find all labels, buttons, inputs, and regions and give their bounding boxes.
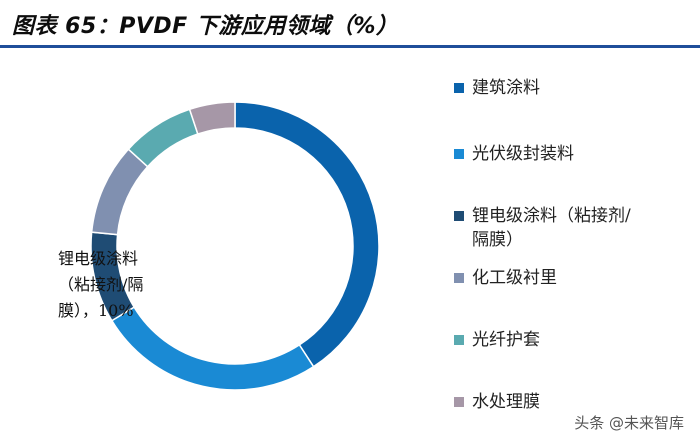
legend-label: 建筑涂料: [472, 78, 540, 98]
legend-swatch: [454, 83, 464, 93]
slice-data-label-line: （粘接剂/隔: [58, 275, 144, 294]
slice-water-membrane: [188, 101, 236, 135]
slice-data-label-line: 膜），10%: [58, 301, 134, 320]
legend-label: 光纤护套: [472, 330, 540, 350]
legend-swatch: [454, 335, 464, 345]
legend-label: 锂电级涂料（粘接剂/隔膜）: [472, 206, 631, 250]
chart-title: 图表 65：PVDF 下游应用领域（%）: [12, 14, 399, 39]
legend-swatch: [454, 211, 464, 221]
legend-label: 化工级衬里: [472, 268, 557, 288]
legend-swatch: [454, 397, 464, 407]
slice-fiber-jacket: [127, 108, 199, 168]
legend-swatch: [454, 149, 464, 159]
legend-item-chemical-lining: 化工级衬里: [452, 266, 557, 290]
legend-item-water-membrane: 水处理膜: [452, 390, 540, 414]
donut-chart: [90, 101, 380, 391]
legend-item-construction-coating: 建筑涂料: [452, 76, 540, 100]
legend-swatch: [454, 273, 464, 283]
slice-chemical-lining: [90, 148, 149, 236]
legend-item-pv-encapsulant: 光伏级封装料: [452, 142, 574, 166]
title-divider: [0, 45, 700, 48]
slice-data-label: 锂电级涂料 （粘接剂/隔 膜），10%: [58, 246, 143, 324]
legend-label: 光伏级封装料: [472, 144, 574, 164]
watermark: 头条 @未来智库: [574, 414, 684, 432]
slice-data-label-line: 锂电级涂料: [58, 249, 139, 268]
legend-item-fiber-jacket: 光纤护套: [452, 328, 540, 352]
legend-item-battery-coating: 锂电级涂料（粘接剂/隔膜）: [452, 204, 631, 252]
legend-label: 水处理膜: [472, 392, 540, 412]
slice-construction-coating: [234, 101, 380, 368]
